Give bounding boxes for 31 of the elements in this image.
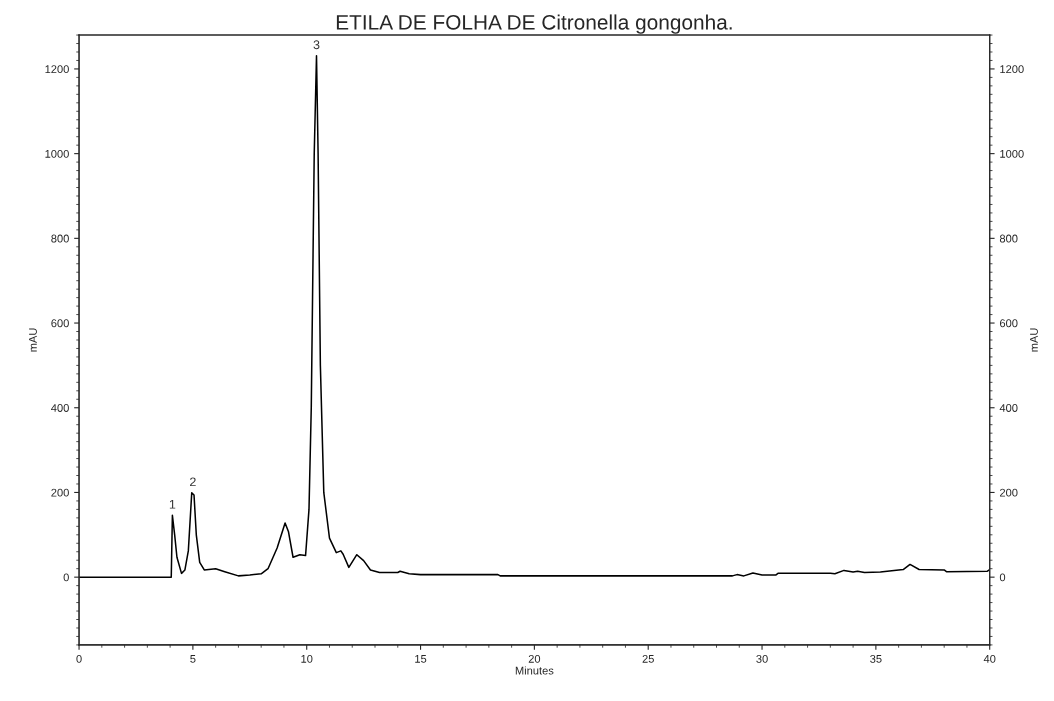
- y2-tick-label: 1000: [1000, 149, 1024, 158]
- x-tick-label: 0: [76, 654, 82, 663]
- x-tick-label: 35: [870, 654, 882, 663]
- chart-title: ETILA DE FOLHA DE Citronella gongonha.: [336, 14, 732, 34]
- y-tick-label: 1000: [45, 149, 69, 158]
- y2-tick-label: 200: [999, 488, 1018, 497]
- y2-tick-label: 400: [999, 404, 1018, 412]
- annotation: 3: [313, 40, 320, 50]
- x-tick-label: 25: [642, 654, 654, 663]
- annotation: 2: [190, 477, 196, 487]
- y-tick-label: 800: [51, 234, 69, 243]
- line-series: [79, 55, 990, 578]
- y2-tick-label: 600: [999, 319, 1018, 328]
- x-tick-label: 40: [983, 654, 996, 663]
- y-tick-label: 0: [63, 573, 69, 582]
- y-tick-label: 200: [51, 488, 69, 497]
- x-axis-title: Minutes: [515, 666, 554, 675]
- x-tick-label: 30: [756, 654, 768, 663]
- y-axis-title: mAU: [29, 328, 37, 352]
- x-tick-label: 20: [528, 654, 541, 663]
- y2-tick-label: 0: [999, 573, 1006, 582]
- y2-tick-label: 1200: [1000, 65, 1024, 74]
- y-tick-label: 600: [51, 319, 69, 328]
- y-tick-label: 400: [51, 404, 69, 412]
- x-tick-label: 15: [415, 655, 427, 663]
- annotation: 1: [169, 499, 176, 509]
- x-tick-label: 10: [301, 654, 313, 663]
- y2-axis-title: mAU: [1030, 328, 1038, 352]
- y-tick-label: 1200: [45, 65, 69, 74]
- x-tick-label: 5: [190, 655, 196, 663]
- y2-tick-label: 800: [999, 234, 1018, 243]
